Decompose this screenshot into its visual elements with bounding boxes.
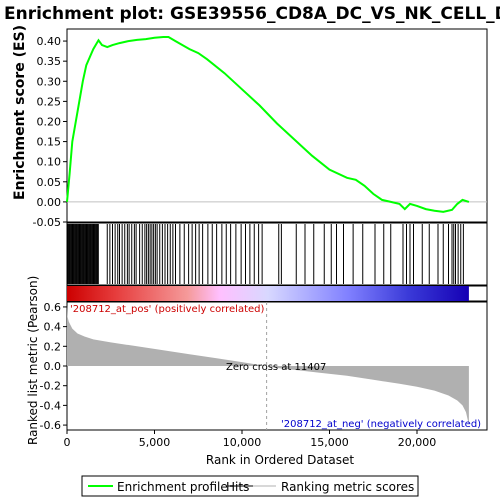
metric-y-axis-label: Ranked list metric (Pearson) — [26, 276, 40, 445]
hits-panel — [66, 222, 488, 286]
x-axis-ticks: 0 5,000 10,000 15,000 20,000 — [64, 430, 437, 449]
legend-hits-label: Hits — [226, 480, 249, 494]
metric-y-tick-label: 0.0 — [44, 360, 62, 373]
es-y-tick-label: 0.10 — [37, 156, 62, 169]
es-y-tick-label: 0.40 — [37, 35, 62, 48]
es-y-tick-label: 0.05 — [37, 176, 62, 189]
negative-annotation: '208712_at_neg' (negatively correlated) — [281, 419, 481, 430]
x-tick-label: 20,000 — [398, 436, 437, 449]
es-y-ticks: -0.05 0.00 0.05 0.10 0.15 0.20 0.25 0.30 0.35 0.4… — [33, 35, 67, 229]
es-y-tick-label: 0.20 — [37, 115, 62, 128]
legend-enrichment-label: Enrichment profile — [117, 480, 228, 494]
metric-panel: -0.6 -0.4 -0.2 0.0 0.2 0.4 0.6 '208712_at_pos'… — [26, 276, 488, 445]
metric-y-tick-label: -0.6 — [40, 419, 61, 432]
hit-marks — [67, 224, 464, 284]
es-y-tick-label: 0.35 — [37, 55, 62, 68]
rank-color-bar — [66, 285, 488, 302]
x-tick-label: 15,000 — [310, 436, 349, 449]
metric-y-tick-label: -0.2 — [40, 380, 61, 393]
metric-y-tick-label: 0.4 — [44, 321, 62, 334]
ranking-metric-area — [67, 305, 469, 426]
enrichment-profile-line — [66, 36, 470, 213]
es-y-axis-label: Enrichment score (ES) — [12, 25, 28, 200]
es-panel: -0.05 0.00 0.05 0.10 0.15 0.20 0.25 0.30 0.35 0.4… — [12, 25, 488, 229]
chart-title: Enrichment plot: GSE39556_CD8A_DC_VS_NK_… — [4, 4, 500, 24]
metric-y-tick-label: -0.4 — [40, 399, 61, 412]
metric-y-ticks: -0.6 -0.4 -0.2 0.0 0.2 0.4 0.6 — [40, 301, 67, 432]
rank-bar-gradient — [67, 286, 469, 301]
es-y-tick-label: 0.30 — [37, 75, 62, 88]
es-y-tick-label: 0.00 — [37, 196, 62, 209]
metric-y-tick-label: 0.6 — [44, 301, 62, 314]
x-tick-label: 10,000 — [223, 436, 262, 449]
hits-panel-frame — [66, 222, 488, 286]
es-panel-frame — [66, 28, 488, 223]
x-tick-label: 0 — [64, 436, 71, 449]
es-y-tick-label: 0.25 — [37, 95, 62, 108]
es-y-tick-label: -0.05 — [33, 216, 61, 229]
zero-cross-annotation: Zero cross at 11407 — [226, 362, 326, 373]
legend: Enrichment profile Hits Ranking metric s… — [81, 475, 419, 497]
es-y-tick-label: 0.15 — [37, 136, 62, 149]
metric-y-tick-label: 0.2 — [44, 340, 62, 353]
x-axis-label: Rank in Ordered Dataset — [206, 453, 354, 467]
x-tick-label: 5,000 — [139, 436, 171, 449]
positive-annotation: '208712_at_pos' (positively correlated) — [70, 304, 264, 315]
legend-metric-label: Ranking metric scores — [281, 480, 414, 494]
